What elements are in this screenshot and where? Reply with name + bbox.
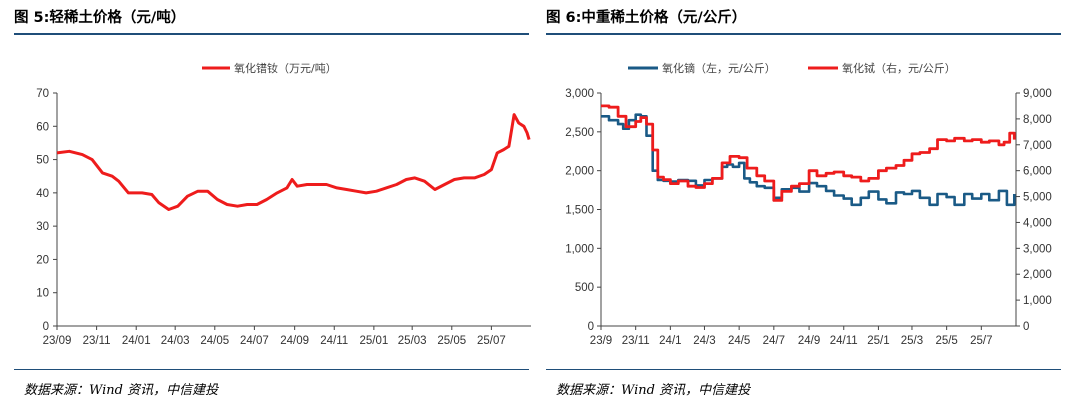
right-y-tick-label: 0 [1023,321,1029,333]
x-tick-label: 25/5 [935,335,957,347]
x-tick-label: 24/07 [240,335,269,347]
left-y-tick-label: 2,000 [565,166,594,178]
x-tick-label: 24/3 [693,335,715,347]
right-y-tick-label: 5,000 [1023,192,1052,204]
x-tick-label: 24/01 [122,335,151,347]
series-line-praseodymium-neodymium-oxide [56,113,531,211]
y-tick-label: 40 [36,188,49,200]
source-note: 数据来源：Wind 资讯，中信建投 [556,383,751,398]
left-y-tick-label: 2,500 [565,127,594,139]
y-tick-label: 20 [36,254,49,266]
x-tick-label: 24/5 [728,335,750,347]
right-y-tick-label: 1,000 [1023,295,1052,307]
x-tick-label: 25/03 [398,335,427,347]
legend-label: 氧化镨钕（万元/吨） [234,61,337,75]
left-y-tick-label: 0 [588,321,594,333]
y-tick-label: 30 [36,221,49,233]
y-tick-label: 70 [36,88,49,100]
left-y-tick-label: 500 [575,282,594,294]
legend-label: 氧化镝（左，元/公斤） [662,61,776,75]
legend-label: 氧化铽（右，元/公斤） [842,61,956,75]
x-tick-label: 25/07 [477,335,506,347]
right-y-tick-label: 3,000 [1023,243,1052,255]
x-tick-label: 25/3 [901,335,923,347]
x-tick-label: 24/09 [280,335,309,347]
source-rule [546,369,1061,370]
x-tick-label: 25/7 [970,335,992,347]
y-tick-label: 60 [36,121,49,133]
right-y-tick-label: 9,000 [1023,88,1052,100]
x-tick-label: 24/03 [161,335,190,347]
x-tick-label: 23/11 [83,335,111,347]
x-tick-label: 24/11 [830,335,858,347]
chart-title: 图 6:中重稀土价格（元/公斤） [546,10,747,26]
x-tick-label: 25/05 [437,335,466,347]
source-note: 数据来源：Wind 资讯，中信建投 [24,383,219,398]
x-tick-label: 25/1 [867,335,889,347]
x-tick-label: 24/05 [200,335,229,347]
right-panel: 图 6:中重稀土价格（元/公斤） 0 500 1,000 1,500 2,000 2,50… [546,0,1076,406]
left-y-tick-label: 1,000 [565,243,594,255]
right-y-tick-label: 2,000 [1023,269,1052,281]
x-tick-label: 24/7 [763,335,785,347]
x-tick-label: 23/11 [622,335,650,347]
title-rule [14,33,529,35]
y-tick-label: 10 [36,288,49,300]
right-y-tick-label: 7,000 [1023,140,1052,152]
series-line-terbium-oxide [601,104,1016,202]
chart-title: 图 5:轻稀土价格（元/吨） [14,10,186,26]
y-tick-label: 50 [36,155,49,167]
source-rule [14,369,529,370]
heavy-rare-earth-chart: 0 500 1,000 1,500 2,000 2,500 3,000 0 1,000 2,000… [565,61,1052,347]
y-tick-label: 0 [43,321,49,333]
x-tick-label: 24/11 [320,335,348,347]
x-tick-label: 23/09 [43,335,72,347]
right-y-tick-label: 8,000 [1023,114,1052,126]
x-tick-label: 25/01 [359,335,388,347]
series-line-dysprosium-oxide [601,113,1016,207]
light-rare-earth-chart: 0 10 20 30 40 50 60 70 23/09 23/11 24/01 24/03 24/05… [36,61,531,347]
x-tick-label: 24/9 [798,335,820,347]
title-rule [546,33,1061,35]
x-tick-label: 24/1 [659,335,681,347]
left-y-tick-label: 1,500 [565,205,594,217]
left-panel: 图 5:轻稀土价格（元/吨） 0 10 20 30 40 50 60 70 23/09 23/11… [14,0,544,406]
x-tick-label: 23/9 [590,335,612,347]
right-y-tick-label: 4,000 [1023,217,1052,229]
right-y-tick-label: 6,000 [1023,166,1052,178]
left-y-tick-label: 3,000 [565,88,594,100]
